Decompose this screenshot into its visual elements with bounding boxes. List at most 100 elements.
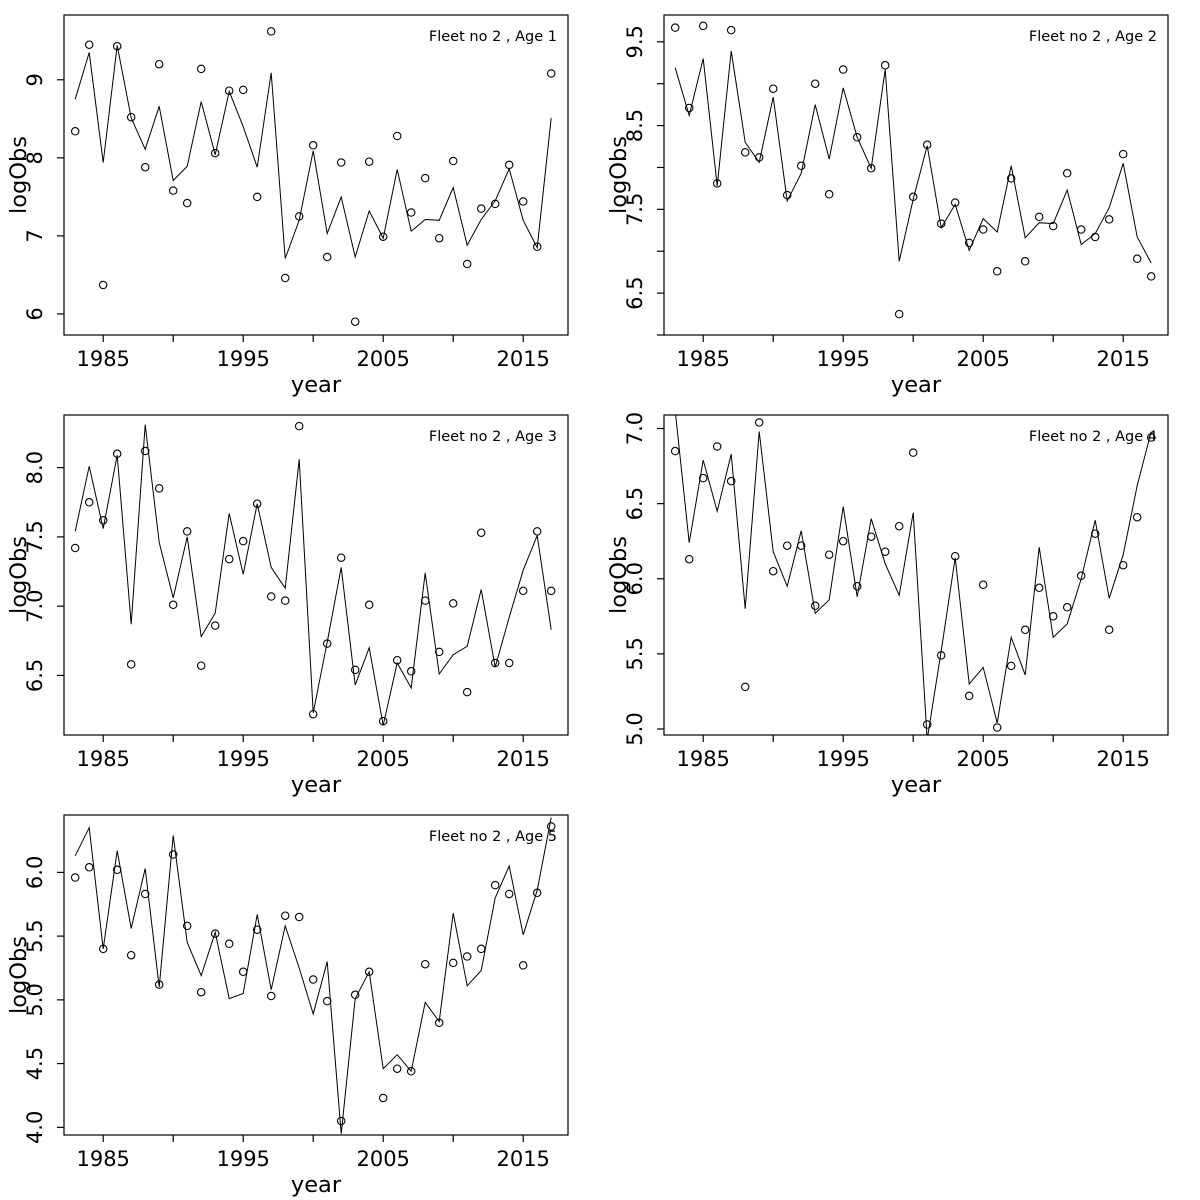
observation-point bbox=[1090, 529, 1100, 538]
observation-point bbox=[238, 967, 248, 977]
observation-point bbox=[308, 141, 318, 150]
observation-point bbox=[824, 190, 834, 199]
observation-point bbox=[252, 192, 262, 202]
observation-point bbox=[476, 944, 486, 954]
observation-point bbox=[462, 259, 472, 269]
observation-point bbox=[810, 79, 820, 88]
observation-point bbox=[266, 27, 276, 36]
observation-point bbox=[1062, 169, 1072, 178]
observation-point bbox=[196, 661, 206, 670]
observation-point bbox=[70, 873, 80, 882]
observation-point bbox=[1034, 212, 1044, 222]
y-tick-label: 5.5 bbox=[623, 637, 647, 670]
observation-point bbox=[112, 865, 122, 875]
observation-point bbox=[768, 84, 778, 93]
observation-point bbox=[462, 952, 472, 961]
observation-point bbox=[168, 850, 178, 859]
x-tick-label: 1995 bbox=[216, 747, 269, 771]
observation-point bbox=[908, 192, 918, 202]
x-axis-label: year bbox=[291, 1172, 342, 1198]
plot-box bbox=[63, 814, 569, 1136]
x-tick-label: 2015 bbox=[1096, 747, 1149, 771]
observation-point bbox=[210, 148, 220, 158]
observation-point bbox=[420, 959, 430, 969]
observation-point bbox=[322, 639, 332, 648]
observation-point bbox=[1020, 257, 1030, 266]
observation-point bbox=[336, 1116, 346, 1126]
plot-box bbox=[663, 14, 1169, 336]
observation-point bbox=[126, 950, 136, 960]
observation-point bbox=[1146, 433, 1156, 442]
x-tick-label: 1985 bbox=[676, 747, 729, 771]
panel-fleet2-age2: 1985 1995 2005 2015 6.5 7.5 8.5 9.5 year logObs Fl… bbox=[600, 0, 1200, 400]
observation-point bbox=[434, 647, 444, 657]
observation-point bbox=[420, 173, 430, 183]
observation-point bbox=[1132, 254, 1142, 264]
series-group bbox=[670, 21, 1156, 319]
observation-point bbox=[1006, 174, 1016, 183]
observation-point bbox=[210, 621, 220, 630]
observation-point bbox=[280, 273, 290, 283]
observation-point bbox=[308, 975, 318, 984]
observation-point bbox=[1006, 661, 1016, 671]
x-tick-label: 2015 bbox=[496, 347, 549, 371]
observation-point bbox=[504, 658, 514, 668]
plot-fleet2-age2: 1985 1995 2005 2015 6.5 7.5 8.5 9.5 year logObs Fl… bbox=[606, 14, 1169, 398]
observation-point bbox=[350, 317, 360, 326]
observation-point bbox=[712, 179, 722, 188]
observation-point bbox=[266, 991, 276, 1001]
observation-point bbox=[810, 601, 820, 611]
observation-point bbox=[210, 929, 220, 938]
observation-point bbox=[140, 446, 150, 456]
observation-point bbox=[378, 1093, 388, 1103]
observation-point bbox=[698, 21, 708, 31]
fitted-line bbox=[74, 424, 552, 726]
observation-point bbox=[448, 958, 458, 968]
plot-fleet2-age5: 1985 1995 2005 2015 4.0 4.5 5.0 5.5 6.0 year logOb… bbox=[6, 814, 569, 1198]
fitted-line bbox=[675, 415, 1152, 735]
observation-point bbox=[1104, 625, 1114, 635]
observation-point bbox=[922, 140, 932, 150]
observation-point bbox=[154, 59, 164, 69]
observation-point bbox=[406, 667, 416, 676]
observation-point bbox=[782, 190, 792, 200]
y-tick-label: 7.5 bbox=[23, 520, 47, 553]
observation-point bbox=[378, 716, 388, 726]
observation-point bbox=[448, 599, 458, 608]
observation-point bbox=[838, 65, 848, 74]
x-tick-label: 1985 bbox=[76, 747, 129, 771]
y-tick-label: 9.5 bbox=[623, 25, 647, 58]
panel-title: Fleet no 2 , Age 1 bbox=[429, 29, 557, 45]
observation-point bbox=[684, 103, 694, 113]
observation-point bbox=[782, 541, 792, 550]
x-tick-label: 2015 bbox=[496, 747, 549, 771]
observation-point bbox=[112, 41, 122, 51]
y-tick-label: 5.0 bbox=[623, 712, 647, 745]
observation-point bbox=[476, 204, 486, 213]
observation-point bbox=[866, 532, 876, 541]
observation-point bbox=[726, 25, 736, 35]
observation-point bbox=[434, 1018, 444, 1028]
y-tick-label: 7.0 bbox=[623, 412, 647, 445]
x-tick-label: 2015 bbox=[496, 1147, 549, 1171]
observation-point bbox=[796, 541, 806, 550]
observation-point bbox=[978, 580, 988, 590]
observation-point bbox=[238, 85, 248, 95]
y-axis-label: logObs bbox=[606, 136, 632, 214]
observation-point bbox=[894, 309, 904, 319]
observation-point bbox=[922, 720, 932, 729]
observation-point bbox=[336, 553, 346, 562]
observation-point bbox=[992, 723, 1002, 732]
observation-point bbox=[518, 586, 528, 596]
panel-fleet2-age4: 1985 1995 2005 2015 5.0 5.5 6.0 6.5 7.0 year logOb… bbox=[600, 400, 1200, 800]
observation-point bbox=[434, 233, 444, 243]
observation-point bbox=[936, 651, 946, 660]
series-group bbox=[70, 817, 556, 1134]
observation-point bbox=[546, 586, 556, 596]
observation-point bbox=[532, 527, 542, 536]
observation-point bbox=[504, 160, 514, 170]
x-axis-label: year bbox=[291, 772, 342, 798]
x-tick-label: 1995 bbox=[816, 347, 869, 371]
observation-point bbox=[154, 484, 164, 493]
observation-point bbox=[126, 112, 136, 122]
